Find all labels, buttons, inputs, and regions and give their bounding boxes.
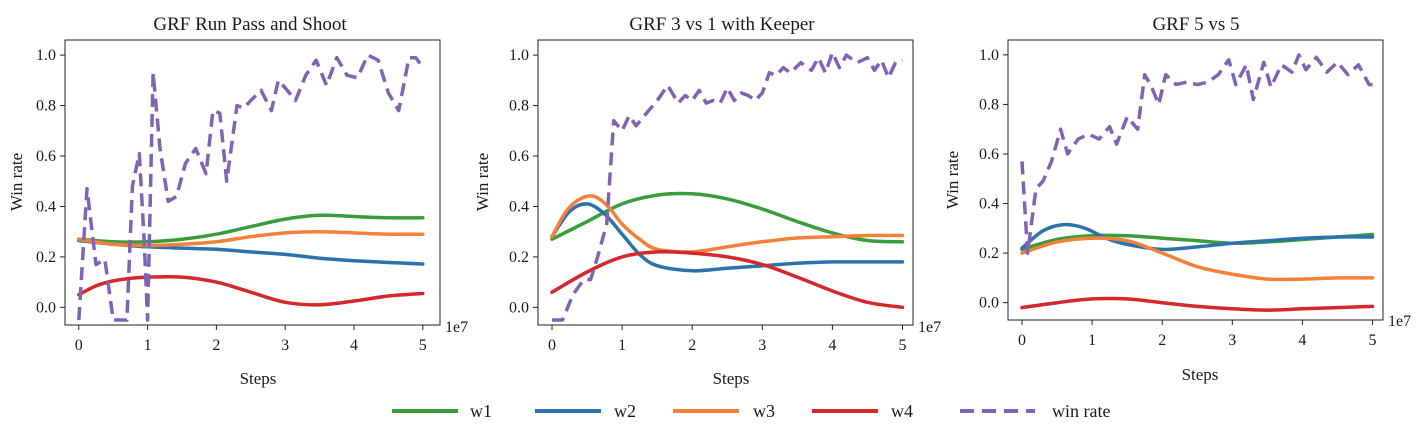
x-tick-label: 3 [281, 337, 289, 354]
legend-item-w4: w4 [812, 401, 913, 421]
legend-label-w1: w1 [470, 401, 492, 421]
y-tick-label: 0.8 [509, 98, 529, 115]
chart-title: GRF 3 vs 1 with Keeper [629, 14, 815, 35]
y-tick-label: 0.0 [36, 299, 56, 316]
x-tick-label: 4 [828, 337, 836, 354]
series-line-win-rate [77, 53, 425, 322]
x-tick-label: 2 [688, 337, 696, 354]
chart-run-pass-shoot: GRF Run Pass and Shoot 0.0 0.2 0.4 0.6 0.8 1.… [7, 14, 468, 388]
chart-title: GRF 5 vs 5 [1152, 14, 1239, 35]
x-tick-label: 5 [898, 337, 906, 354]
y-axis-title: Win rate [473, 153, 492, 211]
y-tick-label: 1.0 [509, 47, 529, 64]
y-tick-label: 0.8 [36, 98, 56, 115]
legend-item-win-rate: win rate [960, 401, 1110, 421]
y-axis-title: Win rate [7, 153, 26, 211]
x-tick-label: 1 [144, 337, 152, 354]
x-tick-label: 4 [1298, 332, 1306, 349]
series-line-w3 [1020, 236, 1375, 282]
y-tick-label: 1.0 [36, 47, 56, 64]
legend-item-w1: w1 [392, 401, 492, 421]
x-tick-label: 1 [618, 337, 626, 354]
y-tick-label: 0.2 [509, 249, 529, 266]
x-multiplier-label: 1e7 [918, 319, 941, 336]
series-line-w3 [77, 229, 425, 248]
y-tick-label: 0.6 [979, 146, 999, 163]
x-tick-label: 3 [758, 337, 766, 354]
x-axis-title: Steps [240, 369, 277, 388]
y-tick-label: 0.8 [979, 96, 999, 113]
x-tick-label: 1 [1088, 332, 1096, 349]
chart-3v1-keeper: GRF 3 vs 1 with Keeper 0.0 0.2 0.4 0.6 0.8 1.… [473, 14, 941, 388]
x-tick-label: 2 [1158, 332, 1166, 349]
chart-title: GRF Run Pass and Shoot [153, 14, 347, 35]
legend-label-win-rate: win rate [1052, 401, 1110, 421]
y-tick-label: 0.4 [36, 198, 56, 215]
plot-frame [1007, 39, 1384, 321]
x-tick-label: 2 [212, 337, 220, 354]
x-axis-title: Steps [713, 369, 750, 388]
legend-label-w3: w3 [753, 401, 775, 421]
x-multiplier-label: 1e7 [1388, 313, 1411, 330]
y-tick-label: 1.0 [979, 47, 999, 64]
y-tick-label: 0.2 [36, 249, 56, 266]
x-tick-label: 5 [419, 337, 427, 354]
legend-label-w2: w2 [614, 401, 636, 421]
x-tick-label: 0 [548, 337, 556, 354]
x-tick-label: 5 [1368, 332, 1376, 349]
y-tick-label: 0.4 [979, 196, 999, 213]
x-tick-label: 0 [75, 337, 83, 354]
y-axis-title: Win rate [943, 151, 962, 209]
series-line-w4 [1020, 296, 1375, 312]
y-tick-label: 0.4 [509, 198, 529, 215]
series-line-w2 [550, 202, 905, 273]
series-line-w1 [77, 213, 425, 244]
y-tick-label: 0.2 [979, 245, 999, 262]
x-multiplier-label: 1e7 [445, 319, 468, 336]
series-line-w2 [1020, 222, 1375, 252]
y-tick-label: 0.6 [509, 148, 529, 165]
plot-frame [64, 39, 441, 326]
x-tick-label: 4 [350, 337, 358, 354]
series-line-w4 [77, 274, 425, 307]
legend: w1 w2 w3 w4 win rate [392, 401, 1110, 421]
series-line-w3 [550, 194, 905, 254]
x-tick-label: 0 [1018, 332, 1026, 349]
legend-item-w3: w3 [673, 401, 775, 421]
chart-5v5: GRF 5 vs 5 0.0 0.2 0.4 0.6 0.8 1.0 0 1 2 3 4 5 1e7… [943, 14, 1411, 384]
x-tick-label: 3 [1228, 332, 1236, 349]
legend-item-w2: w2 [535, 401, 636, 421]
legend-label-w4: w4 [891, 401, 913, 421]
y-tick-label: 0.0 [509, 299, 529, 316]
y-tick-label: 0.6 [36, 148, 56, 165]
y-tick-label: 0.0 [979, 295, 999, 312]
series-line-win-rate [552, 50, 904, 322]
x-axis-title: Steps [1182, 365, 1219, 384]
plot-frame [537, 39, 914, 326]
series-line-w4 [550, 249, 905, 310]
